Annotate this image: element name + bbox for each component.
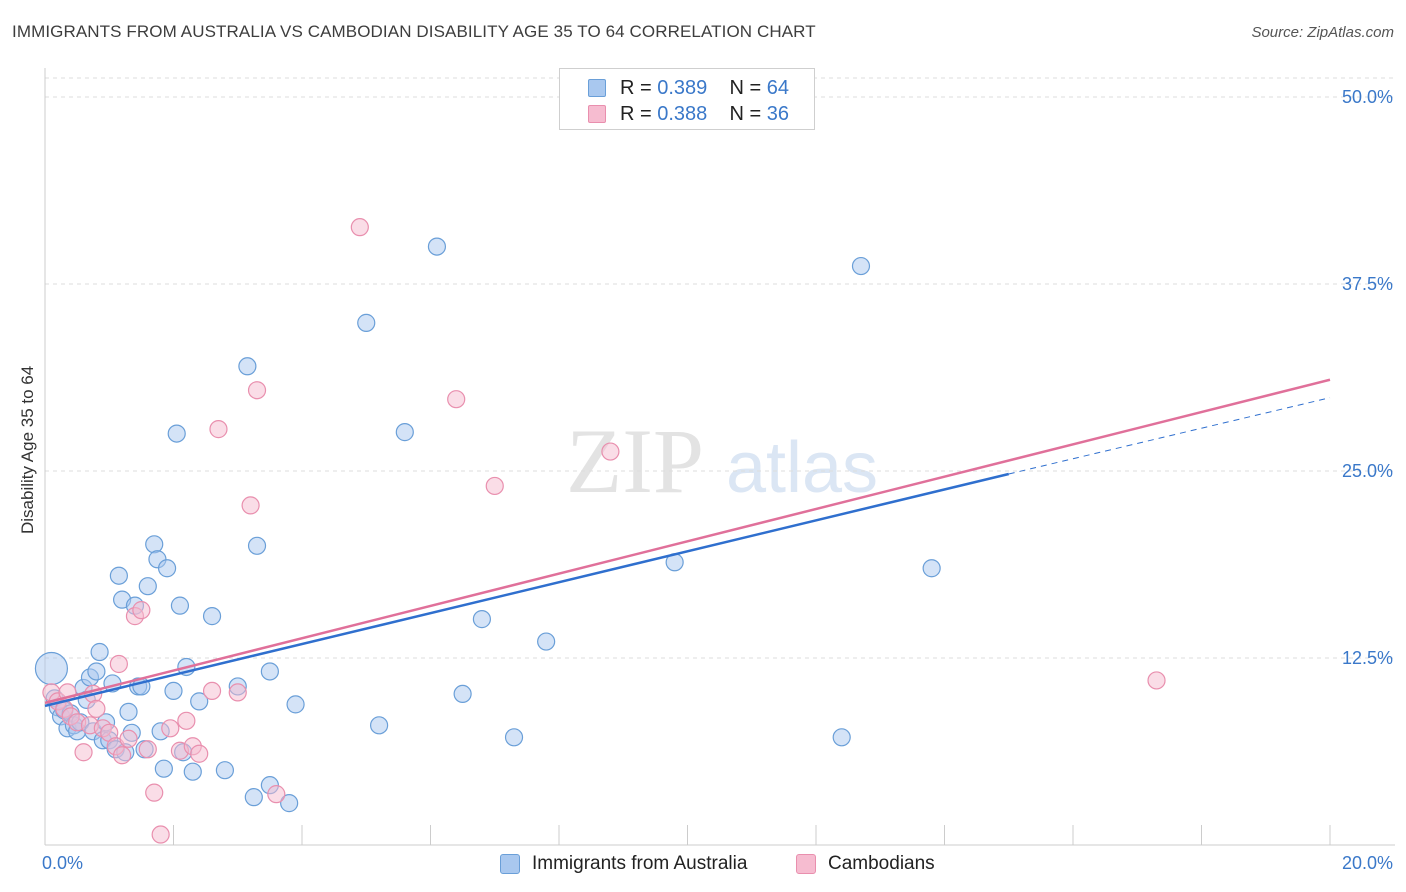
cambodian-point — [87, 699, 106, 718]
legend-n-value: 64 — [766, 77, 790, 99]
australia-point — [119, 702, 138, 721]
cambodian-point — [601, 442, 620, 461]
cambodian-point — [119, 729, 138, 748]
cambodians-legend-swatch — [796, 854, 816, 874]
australia-point — [832, 728, 851, 747]
australia-point — [157, 559, 177, 578]
y-tick-label: 37.5% — [1342, 274, 1393, 294]
australia-point — [286, 695, 305, 714]
y-tick-label: 12.5% — [1342, 648, 1393, 668]
cambodian-point — [241, 496, 260, 515]
australia-point — [145, 535, 164, 554]
australia-point — [190, 692, 209, 711]
australia-point — [90, 642, 109, 662]
australia-point — [427, 237, 447, 256]
legend-n-label: N = — [729, 77, 767, 99]
cambodians-swatch — [588, 105, 606, 123]
cambodian-point — [447, 390, 466, 409]
cambodian-point — [74, 743, 93, 762]
cambodian-point — [1147, 671, 1166, 690]
legend-n-value: 36 — [766, 103, 790, 125]
cambodian-point — [209, 420, 228, 439]
australia-trend-line — [44, 472, 1010, 708]
trend-lines — [44, 378, 1331, 708]
y-tick-label: 25.0% — [1342, 461, 1393, 481]
australia-point — [109, 566, 128, 585]
australia-point — [154, 759, 173, 778]
cambodians-legend-label: Cambodians — [828, 853, 935, 874]
australia-point — [244, 788, 263, 807]
legend-r-value: 0.388 — [657, 103, 708, 125]
australia-point — [537, 632, 556, 651]
y-axis-label: Disability Age 35 to 64 — [18, 365, 37, 534]
australia-point — [202, 607, 222, 626]
correlation-legend: R = 0.389 N = 64 R = 0.388 N = 36 — [559, 68, 815, 130]
cambodian-point — [109, 654, 128, 674]
watermark-zip: ZIP — [566, 410, 704, 512]
cambodian-trend-line — [44, 378, 1331, 705]
x-tick-label-max: 20.0% — [1342, 853, 1393, 873]
australia-point — [370, 716, 389, 735]
cambodian-point — [485, 476, 504, 496]
australia-point — [357, 313, 376, 332]
tick-labels: 12.5% 25.0% 37.5% 50.0% 0.0% 20.0% — [42, 87, 1393, 873]
australia-legend-label: Immigrants from Australia — [532, 853, 748, 874]
australia-point — [851, 256, 871, 276]
cambodian-point — [132, 601, 151, 620]
australia-point — [138, 577, 157, 596]
cambodian-point — [350, 218, 369, 237]
australia-point — [215, 761, 234, 780]
cambodian-point — [161, 719, 180, 738]
australia-point — [247, 536, 267, 555]
y-tick-label: 50.0% — [1342, 87, 1393, 107]
cambodian-point — [138, 740, 157, 759]
cambodian-point — [112, 746, 132, 765]
australia-point — [238, 357, 257, 376]
australia-point — [453, 684, 472, 704]
australia-point — [170, 596, 190, 615]
australia-point — [280, 794, 299, 813]
watermark: ZIP atlas — [566, 410, 878, 512]
legend-r-value: 0.389 — [657, 77, 708, 99]
australia-point — [472, 610, 491, 629]
cambodian-point — [247, 381, 267, 400]
axes — [44, 68, 1395, 846]
x-tick-label-min: 0.0% — [42, 853, 83, 873]
australia-point — [504, 728, 524, 747]
cambodian-point — [177, 711, 196, 730]
watermark-atlas: atlas — [726, 428, 878, 508]
cambodian-point — [190, 744, 209, 763]
legend-r-label: R = — [620, 103, 658, 125]
australia-point — [922, 559, 941, 578]
data-points — [34, 218, 1166, 844]
australia-point — [164, 681, 183, 701]
cambodian-point — [228, 683, 247, 702]
cambodian-point — [145, 783, 164, 802]
legend-n-label: N = — [729, 103, 767, 125]
source-label: Source: ZipAtlas.com — [1251, 24, 1394, 41]
australia-point — [167, 424, 186, 443]
australia-point — [87, 662, 106, 681]
australia-legend-swatch — [500, 854, 520, 874]
cambodian-point — [151, 825, 170, 844]
australia-trend-extension — [1008, 397, 1331, 475]
legend-r-label: R = — [620, 77, 658, 99]
australia-point — [183, 762, 202, 781]
chart-title: IMMIGRANTS FROM AUSTRALIA VS CAMBODIAN D… — [12, 22, 816, 41]
cambodian-point — [267, 785, 286, 804]
australia-point — [260, 662, 279, 681]
australia-point — [34, 651, 69, 686]
cambodian-point — [202, 681, 222, 701]
australia-swatch — [588, 79, 606, 97]
australia-point — [395, 423, 414, 442]
